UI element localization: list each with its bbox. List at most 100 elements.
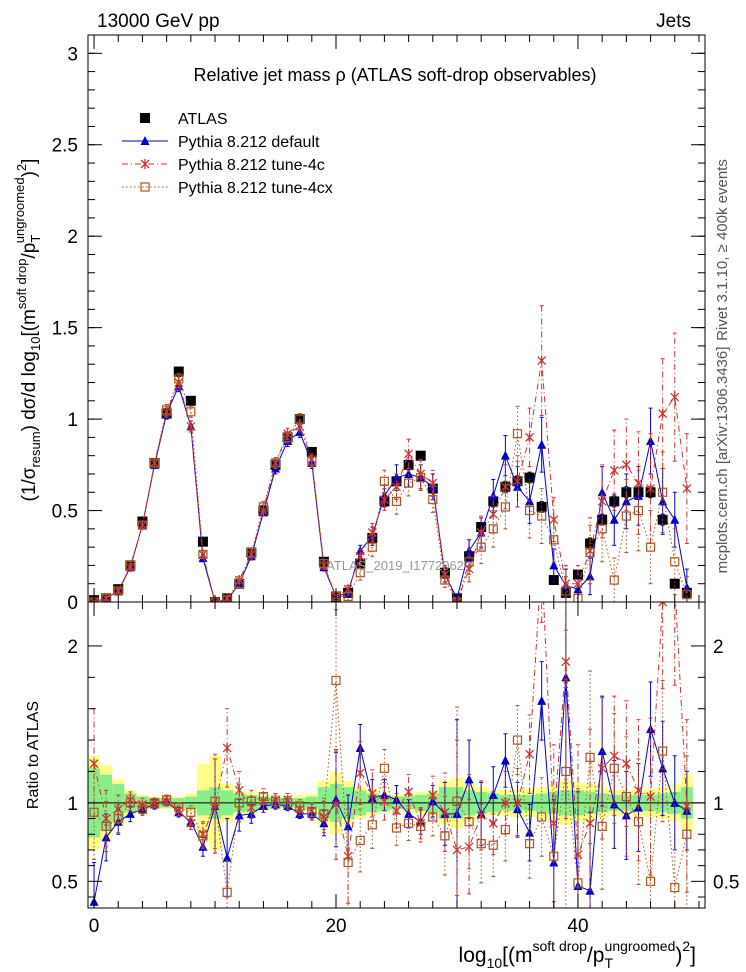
data-point	[646, 436, 656, 446]
data-point	[234, 810, 244, 820]
data-point	[682, 801, 692, 811]
data-point	[367, 820, 377, 830]
data-point	[670, 797, 680, 807]
data-point	[658, 746, 668, 756]
data-point	[246, 796, 256, 806]
data-point	[658, 602, 668, 607]
legend: ATLAS Pythia 8.212 default Pythia 8.212 tu…	[122, 111, 333, 197]
rivet-label: Rivet 3.1.10, ≥ 400k events	[714, 159, 731, 341]
data-point	[500, 502, 510, 512]
data-point	[355, 768, 365, 779]
data-point	[283, 432, 293, 442]
data-point	[500, 824, 510, 835]
data-point	[633, 490, 643, 500]
data-point	[391, 496, 402, 507]
data-point	[597, 524, 607, 534]
data-point	[379, 790, 389, 800]
ratio-plot-area	[88, 555, 705, 908]
data-point	[258, 502, 269, 512]
data-point	[670, 557, 680, 567]
data-point	[645, 542, 656, 552]
data-point	[137, 799, 147, 810]
legend-label: Pythia 8.212 tune-4c	[178, 157, 325, 174]
data-point	[646, 791, 656, 802]
data-point	[440, 575, 450, 585]
category-label: Jets	[656, 11, 691, 32]
data-point	[331, 675, 341, 686]
data-point	[234, 798, 244, 808]
data-point	[222, 887, 232, 897]
data-point	[538, 555, 546, 565]
data-point	[645, 876, 656, 886]
data-point	[186, 807, 196, 817]
x-axis-label: log10[(msoft drop/pTungroomed)2]	[459, 938, 696, 971]
data-point	[197, 536, 208, 547]
data-point	[367, 788, 377, 799]
data-point	[319, 558, 329, 569]
y-tick-label: 3	[67, 44, 78, 65]
data-point	[428, 812, 438, 822]
data-point	[367, 527, 377, 538]
data-point	[597, 821, 607, 832]
legend-label: Pythia 8.212 tune-4cx	[178, 180, 333, 197]
data-point	[464, 817, 474, 827]
data-point	[525, 749, 535, 760]
main-plot-area	[89, 305, 692, 602]
mcplots-label: mcplots.cern.ch [arXiv:1306.3436]	[714, 347, 731, 574]
data-point	[415, 450, 426, 461]
y-tick-label: 2.5	[52, 136, 78, 157]
ratio-ylabel: Ratio to ATLAS	[25, 701, 42, 809]
data-point	[513, 797, 522, 808]
data-point	[392, 481, 401, 492]
data-point	[403, 478, 414, 488]
y-tick-label: 2	[67, 637, 78, 658]
data-point	[512, 429, 523, 439]
data-point	[670, 392, 680, 403]
data-point	[609, 750, 619, 761]
data-point	[404, 786, 414, 797]
data-point	[222, 742, 232, 753]
data-point	[597, 487, 607, 497]
data-point	[597, 746, 607, 756]
data-point	[525, 432, 535, 443]
data-point	[670, 882, 680, 893]
series-line-pythia-8-212-tune-4cx	[93, 377, 688, 602]
data-point	[258, 791, 269, 802]
legend-item-pythia-8-212-tune-4cx: Pythia 8.212 tune-4cx	[122, 180, 333, 197]
data-point	[682, 590, 692, 600]
data-point	[162, 405, 172, 415]
legend-marker	[140, 159, 150, 169]
data-point	[549, 514, 559, 525]
data-point	[658, 487, 668, 497]
data-point	[621, 511, 631, 521]
data-point	[379, 476, 390, 486]
data-point	[270, 796, 281, 806]
x-tick-label: 40	[567, 916, 588, 937]
series-pythia-8-212-tune-4c	[89, 555, 692, 908]
data-point	[343, 591, 353, 602]
data-point	[525, 827, 535, 837]
data-point	[137, 520, 148, 530]
data-point	[573, 849, 583, 860]
data-point	[488, 840, 498, 850]
legend-label: ATLAS	[178, 111, 228, 128]
legend-item-atlas: ATLAS	[140, 111, 228, 128]
data-point	[416, 821, 426, 832]
series-pythia-8-212-tune-4cx	[89, 372, 692, 602]
data-point	[125, 560, 135, 571]
data-point	[355, 551, 365, 562]
data-point	[404, 808, 414, 818]
y-tick-label: 1.5	[52, 319, 78, 340]
data-point	[500, 450, 510, 460]
data-point	[222, 852, 232, 862]
data-point	[367, 542, 377, 552]
data-point	[137, 804, 148, 814]
data-point	[113, 586, 123, 597]
data-point	[101, 821, 111, 832]
data-point	[609, 763, 619, 773]
data-point	[283, 798, 293, 808]
data-point	[464, 774, 474, 784]
data-point	[561, 586, 571, 596]
data-point	[404, 448, 414, 459]
